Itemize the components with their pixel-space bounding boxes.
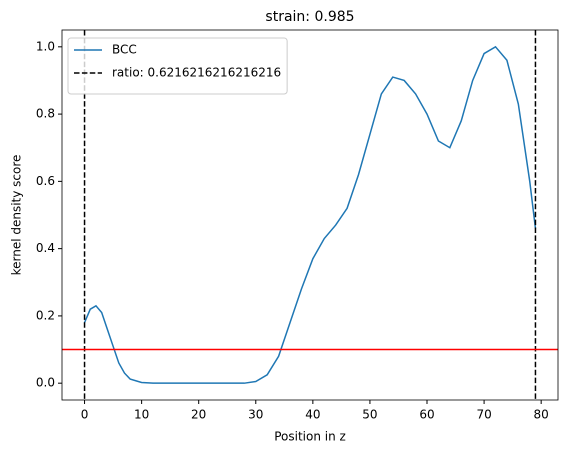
x-tick-label: 10 <box>134 408 149 422</box>
y-tick-label: 0.2 <box>36 308 55 322</box>
legend-label: BCC <box>112 43 137 57</box>
y-tick-label: 1.0 <box>36 39 55 53</box>
x-tick-label: 30 <box>248 408 263 422</box>
y-tick-label: 0.8 <box>36 107 55 121</box>
legend-box <box>67 37 288 95</box>
legend-label: ratio: 0.6216216216216216 <box>112 66 281 80</box>
y-tick-label: 0.4 <box>36 241 55 255</box>
y-tick-label: 0.0 <box>36 376 55 390</box>
x-tick-label: 70 <box>476 408 491 422</box>
y-tick-label: 0.6 <box>36 174 55 188</box>
x-tick-label: 40 <box>305 408 320 422</box>
axes-frame <box>61 29 559 401</box>
y-axis-label: kernel density score <box>10 155 24 276</box>
series-line <box>83 45 537 384</box>
x-tick-label: 0 <box>81 408 89 422</box>
chart-title: strain: 0.985 <box>265 9 354 25</box>
x-tick-label: 50 <box>362 408 377 422</box>
x-tick-label: 60 <box>419 408 434 422</box>
x-tick-label: 80 <box>534 408 549 422</box>
x-axis-label: Position in z <box>274 430 346 444</box>
x-tick-label: 20 <box>191 408 206 422</box>
